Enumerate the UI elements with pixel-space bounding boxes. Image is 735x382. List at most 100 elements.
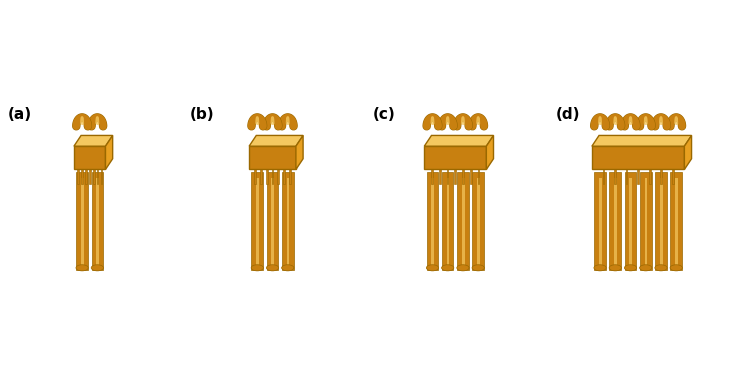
FancyBboxPatch shape (81, 178, 84, 266)
Polygon shape (625, 168, 628, 170)
Polygon shape (454, 168, 457, 170)
Polygon shape (289, 168, 292, 170)
Ellipse shape (282, 265, 294, 271)
FancyBboxPatch shape (595, 172, 606, 270)
FancyBboxPatch shape (278, 170, 279, 184)
Text: (c): (c) (373, 107, 395, 122)
FancyBboxPatch shape (289, 170, 291, 184)
Ellipse shape (251, 265, 263, 271)
FancyBboxPatch shape (260, 170, 262, 184)
FancyBboxPatch shape (675, 178, 678, 266)
Polygon shape (478, 168, 481, 170)
Polygon shape (637, 168, 640, 170)
FancyBboxPatch shape (96, 178, 99, 266)
FancyBboxPatch shape (267, 172, 279, 270)
FancyBboxPatch shape (282, 172, 293, 270)
Ellipse shape (670, 265, 682, 271)
Polygon shape (85, 168, 87, 170)
Polygon shape (89, 168, 92, 170)
FancyBboxPatch shape (76, 172, 88, 270)
FancyBboxPatch shape (614, 178, 617, 266)
Polygon shape (684, 136, 692, 170)
Polygon shape (470, 168, 473, 170)
Polygon shape (74, 136, 112, 146)
FancyBboxPatch shape (660, 170, 662, 184)
FancyBboxPatch shape (254, 170, 256, 184)
FancyBboxPatch shape (640, 172, 651, 270)
Polygon shape (260, 168, 263, 170)
Polygon shape (254, 168, 257, 170)
Polygon shape (97, 168, 99, 170)
Ellipse shape (442, 265, 453, 271)
Polygon shape (296, 136, 303, 170)
Polygon shape (672, 168, 675, 170)
FancyBboxPatch shape (672, 170, 674, 184)
Polygon shape (278, 168, 280, 170)
FancyBboxPatch shape (670, 172, 682, 270)
Polygon shape (431, 168, 434, 170)
Polygon shape (77, 168, 80, 170)
Polygon shape (649, 168, 652, 170)
Polygon shape (592, 136, 692, 146)
FancyBboxPatch shape (462, 170, 464, 184)
FancyBboxPatch shape (625, 172, 637, 270)
Polygon shape (106, 136, 112, 170)
FancyBboxPatch shape (431, 178, 434, 266)
Polygon shape (603, 168, 606, 170)
FancyBboxPatch shape (614, 170, 616, 184)
Ellipse shape (609, 265, 621, 271)
FancyBboxPatch shape (424, 146, 487, 170)
FancyBboxPatch shape (592, 146, 684, 170)
FancyBboxPatch shape (660, 178, 663, 266)
FancyBboxPatch shape (77, 170, 79, 184)
FancyBboxPatch shape (93, 170, 95, 184)
FancyBboxPatch shape (251, 172, 263, 270)
Ellipse shape (655, 265, 667, 271)
FancyBboxPatch shape (283, 170, 285, 184)
FancyBboxPatch shape (603, 170, 604, 184)
Text: (d): (d) (556, 107, 580, 122)
FancyBboxPatch shape (74, 146, 106, 170)
FancyBboxPatch shape (81, 170, 83, 184)
FancyBboxPatch shape (101, 170, 102, 184)
FancyBboxPatch shape (599, 178, 602, 266)
Polygon shape (93, 168, 96, 170)
FancyBboxPatch shape (478, 170, 479, 184)
Polygon shape (614, 168, 617, 170)
FancyBboxPatch shape (473, 172, 484, 270)
FancyBboxPatch shape (477, 178, 480, 266)
FancyBboxPatch shape (462, 178, 465, 266)
FancyBboxPatch shape (92, 172, 103, 270)
Ellipse shape (594, 265, 606, 271)
FancyBboxPatch shape (249, 146, 296, 170)
Text: (b): (b) (190, 107, 215, 122)
Polygon shape (81, 168, 84, 170)
Ellipse shape (76, 265, 88, 271)
FancyBboxPatch shape (272, 170, 273, 184)
FancyBboxPatch shape (257, 178, 259, 266)
FancyBboxPatch shape (655, 172, 667, 270)
FancyBboxPatch shape (266, 170, 268, 184)
FancyBboxPatch shape (447, 178, 449, 266)
FancyBboxPatch shape (85, 170, 87, 184)
FancyBboxPatch shape (649, 170, 650, 184)
Polygon shape (660, 168, 663, 170)
Ellipse shape (266, 265, 279, 271)
Polygon shape (249, 136, 303, 146)
FancyBboxPatch shape (431, 170, 433, 184)
Polygon shape (283, 168, 286, 170)
Ellipse shape (426, 265, 439, 271)
FancyBboxPatch shape (427, 172, 438, 270)
FancyBboxPatch shape (271, 178, 274, 266)
Ellipse shape (624, 265, 637, 271)
Polygon shape (487, 136, 493, 170)
FancyBboxPatch shape (97, 170, 98, 184)
Text: (a): (a) (7, 107, 32, 122)
Ellipse shape (91, 265, 104, 271)
FancyBboxPatch shape (287, 178, 290, 266)
FancyBboxPatch shape (442, 172, 453, 270)
Polygon shape (462, 168, 465, 170)
FancyBboxPatch shape (609, 172, 621, 270)
Polygon shape (439, 168, 442, 170)
FancyBboxPatch shape (625, 170, 628, 184)
